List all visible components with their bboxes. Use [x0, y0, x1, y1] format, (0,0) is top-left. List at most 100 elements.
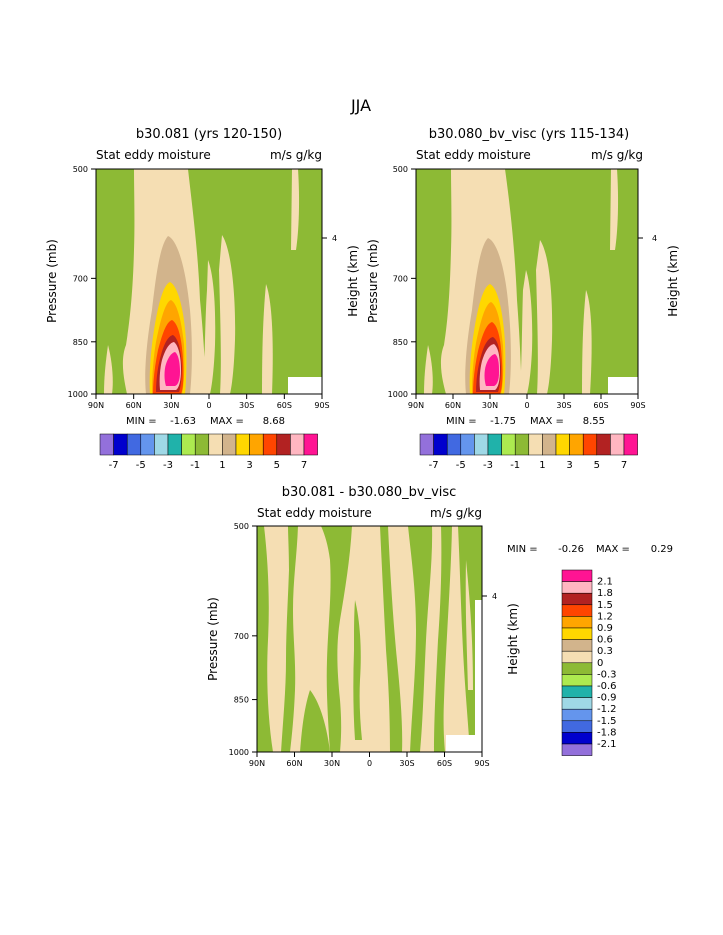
panel-3-contour-field — [257, 526, 482, 752]
panel-1-left-subtitle: Stat eddy moisture — [96, 148, 211, 162]
panel-1-colorbar-swatch-0 — [99, 433, 114, 456]
panel-3-colorbar-swatch-1 — [561, 581, 593, 594]
panel-1-max-value: 8.68 — [263, 416, 285, 427]
panel-2-fill-streak-b — [536, 240, 553, 394]
panel-3-colorbar-swatch-9 — [561, 674, 593, 687]
panel-2-colorbar-swatch-2 — [446, 433, 462, 456]
panel-2-colorbar-label-6: 5 — [594, 460, 600, 471]
panel-2-xtick-label-0: 0 — [524, 401, 529, 410]
panel-2-colorbar: -7 -5 -3 -1 1 3 5 7 — [419, 433, 638, 471]
panel-1-colorbar-label-4: 1 — [219, 460, 225, 471]
panel-1-xtick-label-60N: 60N — [126, 401, 142, 410]
panel-1-colorbar-swatch-4 — [154, 433, 169, 456]
panel-2-y-axis: 500 700 850 1000 — [388, 165, 416, 399]
panel-1-colorbar-swatch-11 — [249, 433, 264, 456]
panel-1-colorbar-swatch-12 — [262, 433, 278, 456]
panel-2-colorbar-swatch-6 — [501, 433, 516, 456]
panel-2-fill-layer-6 — [484, 354, 499, 386]
panel-3-colorbar-swatch-2 — [561, 592, 593, 606]
panel-2-contour-field — [416, 169, 638, 394]
panel-2-missing-data — [608, 377, 638, 394]
panel-3-colorbar-label-10: -0.9 — [597, 693, 617, 704]
panel-2-colorbar-swatch-1 — [433, 433, 448, 456]
panel-2-ytick-label-1000: 1000 — [388, 390, 408, 399]
panel-2-colorbar-swatch-14 — [610, 433, 625, 456]
panel-3-missing-edge — [475, 600, 482, 752]
panel-3-min-label: MIN = — [507, 544, 538, 555]
panel-2-title: b30.080_bv_visc (yrs 115-134) — [429, 127, 629, 142]
panel-1-height-tick: 4 — [332, 234, 337, 243]
panel-3-fill-band-d — [321, 526, 352, 752]
panel-2-colorbar-label-1: -5 — [456, 460, 466, 471]
panel-3-fill-band-h — [434, 526, 452, 752]
panel-3-ytick-label-700: 700 — [234, 632, 249, 641]
panel-3-units: m/s g/kg — [430, 506, 482, 520]
panel-3-stats: MIN = -0.26 MAX = 0.29 — [507, 544, 673, 555]
panel-3-colorbar-label-2: 1.5 — [597, 600, 613, 611]
panel-1-colorbar-label-7: 7 — [301, 460, 307, 471]
panel-3-colorbar-swatch-7 — [561, 650, 593, 664]
panel-2-left-subtitle: Stat eddy moisture — [416, 148, 531, 162]
panel-3-colorbar-label-3: 1.2 — [597, 611, 613, 622]
panel-2-colorbar-swatch-0 — [419, 433, 434, 456]
panel-1-colorbar-swatch-1 — [113, 433, 128, 456]
panel-2-colorbar-swatch-3 — [460, 433, 475, 456]
panel-2-fill-streak-e — [424, 345, 433, 394]
panel-2-stats: MIN = -1.75 MAX = 8.55 — [446, 416, 605, 427]
panel-1-ytick-label-700: 700 — [73, 274, 88, 283]
panel-1-ytick-label-500: 500 — [73, 165, 88, 174]
panel-2-colorbar-swatch-10 — [555, 433, 570, 456]
panel-1-missing-data — [288, 377, 322, 394]
panel-3-ytick-label-1000: 1000 — [229, 748, 249, 757]
panel-3-colorbar-label-9: -0.6 — [597, 681, 617, 692]
panel-2-fill-streak-c — [582, 290, 592, 394]
panel-3-fill-band-a — [257, 526, 273, 752]
panel-2-min-value: -1.75 — [490, 416, 516, 427]
panel-1-colorbar-label-2: -3 — [163, 460, 173, 471]
panel-3-colorbar-label-8: -0.3 — [597, 669, 617, 680]
panel-1-ylabel: Pressure (mb) — [45, 239, 59, 323]
panel-1-fill-streak-b — [219, 235, 236, 394]
panel-3-fill-band-b — [281, 526, 298, 752]
panel-2-ytick-label-700: 700 — [393, 274, 408, 283]
panel-3-xtick-label-0: 0 — [367, 759, 372, 768]
panel-3-xtick-label-60S: 60S — [437, 759, 452, 768]
panel-2-max-value: 8.55 — [583, 416, 605, 427]
panel-3-colorbar-label-4: 0.9 — [597, 623, 613, 634]
panel-3-x-axis: 90N 60N 30N 0 30S 60S 90S — [249, 752, 490, 768]
panel-3-missing-data — [446, 735, 482, 752]
panel-1-fill-layer-6 — [164, 352, 180, 386]
panel-3-xtick-label-90N: 90N — [249, 759, 265, 768]
panel-1-fill-streak-a — [203, 260, 216, 394]
panel-3-colorbar-swatch-6 — [561, 639, 593, 652]
panel-2-colorbar-label-0: -7 — [429, 460, 439, 471]
panel-2-x-axis: 90N 60N 30N 0 30S 60S 90S — [408, 394, 646, 410]
panel-1-colorbar-swatch-13 — [276, 433, 291, 456]
panel-2-colorbar-label-7: 7 — [621, 460, 627, 471]
panel-3-y-axis: 500 700 850 1000 — [229, 522, 257, 757]
panel-3-title: b30.081 - b30.080_bv_visc — [282, 485, 457, 500]
panel-2-colorbar-label-5: 3 — [566, 460, 572, 471]
panel-1-colorbar-swatch-10 — [235, 433, 250, 456]
panel-3-colorbar-swatch-3 — [561, 604, 593, 617]
panel-3-colorbar-swatch-10 — [561, 685, 593, 698]
panel-2-colorbar-swatch-9 — [542, 433, 557, 456]
panel-1-fill-streak-e — [104, 345, 113, 394]
panel-1-colorbar-swatch-2 — [126, 433, 142, 456]
panel-3-colorbar-swatch-8 — [561, 662, 593, 675]
panel-1-colorbar-swatch-6 — [181, 433, 196, 456]
panel-3-colorbar-label-11: -1.2 — [597, 704, 617, 715]
panel-3-fill-band-g — [408, 526, 433, 752]
panel-3-colorbar: 2.11.81.51.20.90.60.30-0.3-0.6-0.9-1.2-1… — [561, 569, 617, 756]
panel-1-ytick-label-1000: 1000 — [68, 390, 88, 399]
panel-2-fill-streak-d — [610, 169, 619, 250]
panel-2-colorbar-label-4: 1 — [539, 460, 545, 471]
panel-3-fill-band-c — [300, 690, 330, 752]
panel-3-colorbar-swatch-0 — [561, 569, 593, 582]
panel-3-ytick-label-500: 500 — [234, 522, 249, 531]
panel-1-colorbar-swatch-9 — [222, 433, 237, 456]
panel-2-fill-streak-a — [520, 270, 533, 394]
panel-2-xtick-label-90N: 90N — [408, 401, 424, 410]
